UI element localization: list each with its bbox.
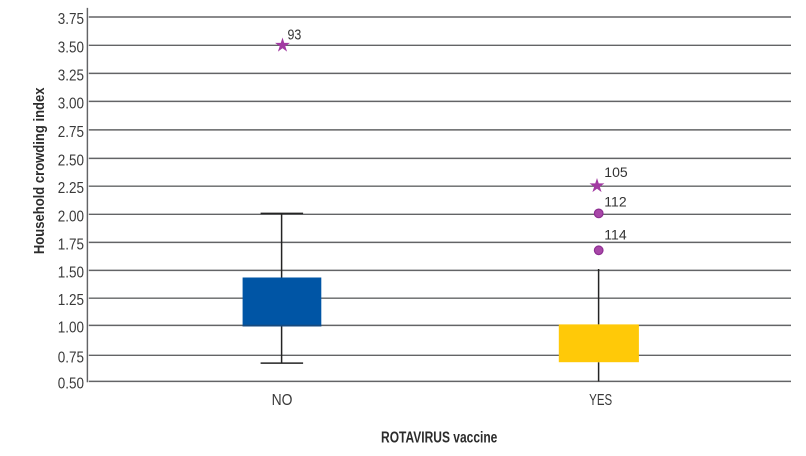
svg-text:3.50: 3.50 [58, 39, 84, 56]
svg-text:1.75: 1.75 [58, 236, 84, 253]
svg-text:0.75: 0.75 [58, 349, 84, 366]
svg-text:112: 112 [604, 193, 627, 209]
svg-text:ROTAVIRUS vaccine: ROTAVIRUS vaccine [381, 428, 498, 446]
svg-text:NO: NO [272, 391, 293, 409]
svg-text:3.25: 3.25 [58, 67, 84, 84]
svg-text:105: 105 [604, 164, 628, 180]
svg-text:2.25: 2.25 [58, 180, 84, 197]
svg-text:2.75: 2.75 [58, 124, 84, 141]
svg-text:1.25: 1.25 [58, 292, 84, 309]
svg-text:Household crowding index: Household crowding index [30, 87, 47, 254]
svg-text:2.50: 2.50 [58, 152, 84, 169]
svg-text:0.50: 0.50 [58, 375, 84, 392]
svg-text:1.00: 1.00 [58, 319, 84, 336]
svg-text:114: 114 [604, 226, 627, 242]
svg-text:93: 93 [288, 26, 302, 42]
svg-text:2.00: 2.00 [58, 208, 84, 225]
svg-text:3.00: 3.00 [58, 95, 84, 112]
svg-text:1.50: 1.50 [58, 264, 84, 281]
svg-text:3.75: 3.75 [58, 11, 84, 28]
svg-text:YES: YES [589, 390, 612, 408]
